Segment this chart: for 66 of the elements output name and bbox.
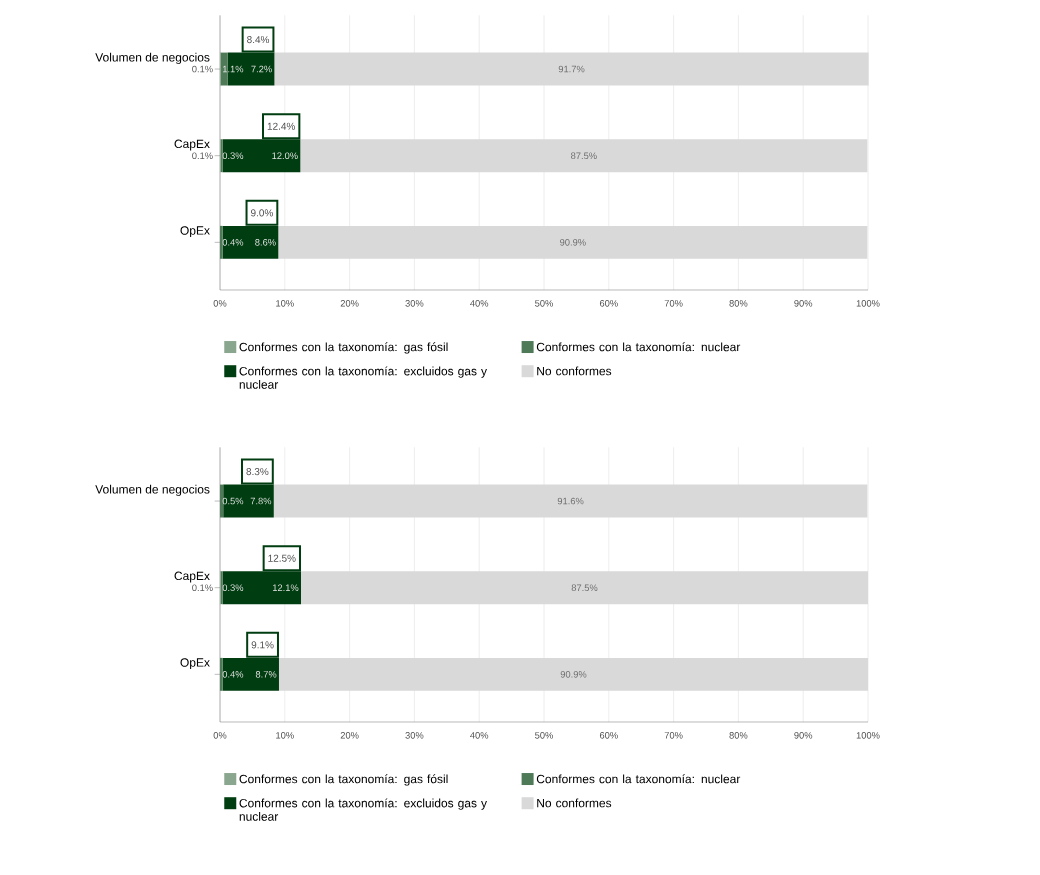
data-label: 0.3% bbox=[222, 584, 244, 592]
x-tick-label: 70% bbox=[664, 300, 683, 307]
y-tick-label: Volumen de negocios bbox=[95, 484, 210, 497]
x-tick-label: 90% bbox=[794, 732, 813, 739]
legend-label: Conformes con la taxonomía: excluidos gas y nuclear bbox=[239, 798, 487, 821]
data-label: 8.6% bbox=[255, 239, 276, 246]
annotation: 12.5% bbox=[268, 554, 296, 562]
legend-label: No conformes bbox=[537, 366, 612, 376]
bar bbox=[220, 658, 223, 691]
x-tick-label: 90% bbox=[794, 300, 813, 307]
x-tick-label: 20% bbox=[340, 732, 359, 739]
x-tick-label: 70% bbox=[664, 732, 683, 739]
data-label: 0.1% bbox=[192, 152, 213, 160]
x-tick-label: 60% bbox=[599, 300, 618, 307]
data-label: 91.7% bbox=[558, 65, 585, 73]
x-tick-label: 10% bbox=[276, 732, 294, 739]
x-tick-label: 80% bbox=[729, 732, 748, 739]
legend-label: Conformes con la taxonomía: nuclear bbox=[536, 342, 741, 352]
annotation: 12.4% bbox=[267, 122, 295, 130]
bar bbox=[220, 484, 224, 518]
data-label: 0.3% bbox=[222, 152, 244, 160]
data-label: 90.9% bbox=[560, 239, 586, 246]
x-tick-label: 30% bbox=[405, 300, 424, 307]
data-label: 0.4% bbox=[222, 671, 244, 678]
data-label: 87.5% bbox=[571, 584, 598, 592]
x-tick-label: 80% bbox=[729, 300, 748, 307]
x-tick-label: 50% bbox=[535, 300, 554, 307]
data-label: 7.8% bbox=[250, 497, 272, 505]
annotation: 8.3% bbox=[246, 468, 269, 476]
x-tick-label: 30% bbox=[405, 732, 424, 739]
legend-label: Conformes con la taxonomía: gas fósil bbox=[239, 774, 448, 786]
legend-label: Conformes con la taxonomía: excluidos gas y nuclear bbox=[239, 366, 487, 389]
x-tick-label: 10% bbox=[276, 300, 294, 307]
legend-label: No conformes bbox=[537, 798, 612, 808]
legend-label: Conformes con la taxonomía: nuclear bbox=[536, 774, 741, 784]
y-tick-label: CapEx bbox=[174, 571, 210, 583]
x-tick-label: 100% bbox=[856, 732, 880, 739]
y-tick-label: OpEx bbox=[180, 226, 210, 238]
annotation: 9.1% bbox=[251, 641, 274, 649]
data-label: 90.9% bbox=[560, 671, 587, 678]
x-tick-label: 100% bbox=[856, 300, 880, 307]
data-label: 7.2% bbox=[251, 65, 272, 73]
data-label: 0.4% bbox=[222, 239, 244, 246]
x-tick-label: 50% bbox=[535, 732, 554, 739]
bar bbox=[220, 226, 223, 259]
data-label: 0.1% bbox=[192, 65, 213, 73]
annotation: 9.0% bbox=[250, 209, 273, 217]
x-tick-label: 40% bbox=[470, 300, 489, 307]
annotation: 8.4% bbox=[247, 36, 270, 44]
legend-label: Conformes con la taxonomía: gas fósil bbox=[239, 342, 448, 354]
data-label: 8.7% bbox=[255, 671, 277, 678]
data-label: 12.0% bbox=[272, 152, 298, 160]
y-tick-label: OpEx bbox=[180, 658, 210, 670]
y-tick-label: Volumen de negocios bbox=[95, 52, 210, 65]
x-tick-label: 0% bbox=[213, 732, 227, 739]
data-label: 0.1% bbox=[192, 584, 213, 592]
data-label: 91.6% bbox=[557, 497, 584, 505]
data-label: 0.5% bbox=[222, 497, 244, 505]
x-tick-label: 40% bbox=[470, 732, 489, 739]
y-tick-label: CapEx bbox=[174, 139, 210, 151]
data-label: 87.5% bbox=[571, 152, 597, 160]
x-tick-label: 20% bbox=[340, 300, 359, 307]
x-tick-label: 60% bbox=[599, 732, 618, 739]
x-tick-label: 0% bbox=[213, 300, 227, 307]
data-label: 1.1% bbox=[222, 65, 244, 73]
data-label: 12.1% bbox=[272, 584, 299, 592]
